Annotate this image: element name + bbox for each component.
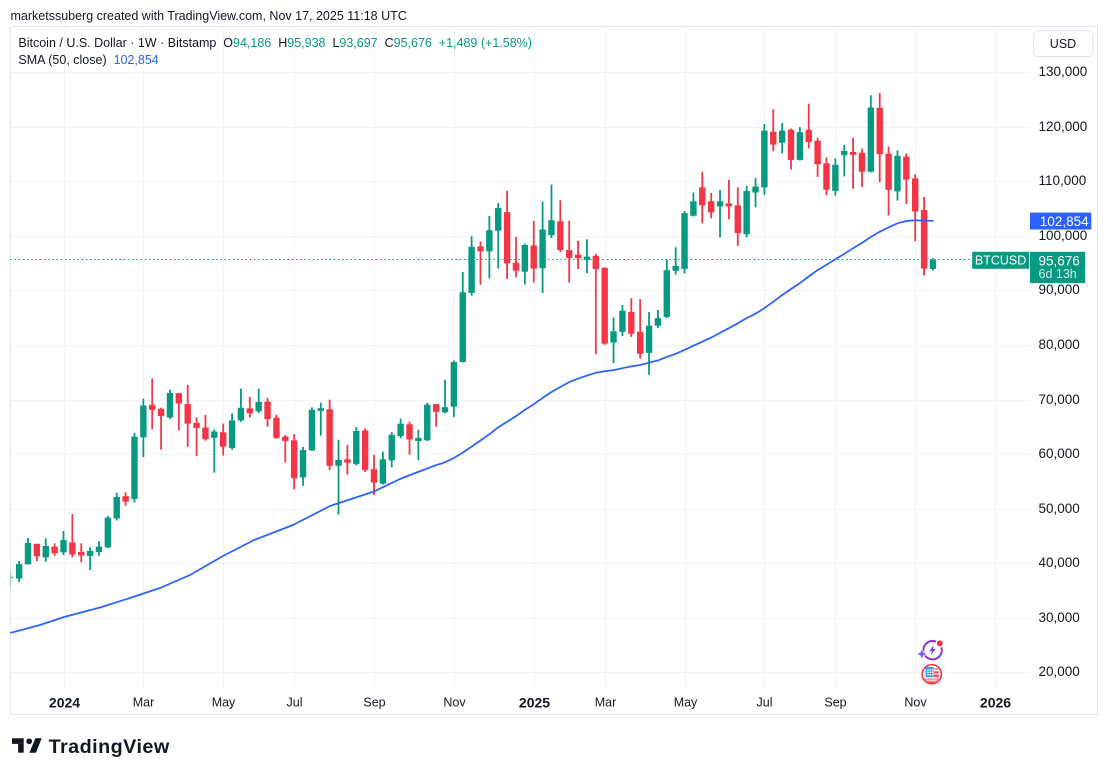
svg-text:Sep: Sep xyxy=(363,696,385,710)
svg-text:120,000: 120,000 xyxy=(1039,119,1088,134)
svg-text:102,854: 102,854 xyxy=(1040,214,1089,229)
svg-text:May: May xyxy=(674,696,698,710)
svg-text:80,000: 80,000 xyxy=(1039,337,1080,352)
svg-text:Nov: Nov xyxy=(904,696,927,710)
svg-text:2025: 2025 xyxy=(519,695,550,711)
svg-text:2026: 2026 xyxy=(980,695,1011,711)
svg-text:BTCUSD: BTCUSD xyxy=(975,254,1026,268)
svg-text:6d 13h: 6d 13h xyxy=(1039,267,1077,281)
svg-text:100,000: 100,000 xyxy=(1039,228,1088,243)
svg-text:70,000: 70,000 xyxy=(1039,392,1080,407)
svg-text:Sep: Sep xyxy=(824,696,846,710)
svg-text:Nov: Nov xyxy=(443,696,466,710)
svg-text:TradingView: TradingView xyxy=(49,736,170,758)
svg-text:20,000: 20,000 xyxy=(1039,664,1080,679)
svg-text:May: May xyxy=(212,696,236,710)
svg-text:Mar: Mar xyxy=(595,696,617,710)
svg-text:Jul: Jul xyxy=(287,696,303,710)
svg-text:30,000: 30,000 xyxy=(1039,610,1080,625)
svg-text:60,000: 60,000 xyxy=(1039,446,1080,461)
svg-text:40,000: 40,000 xyxy=(1039,555,1080,570)
svg-text:50,000: 50,000 xyxy=(1039,501,1080,516)
svg-text:90,000: 90,000 xyxy=(1039,282,1080,297)
svg-text:2024: 2024 xyxy=(49,695,80,711)
svg-text:Mar: Mar xyxy=(133,696,155,710)
svg-text:Jul: Jul xyxy=(757,696,773,710)
svg-text:95,676: 95,676 xyxy=(1039,254,1080,269)
svg-text:130,000: 130,000 xyxy=(1039,64,1088,79)
svg-text:110,000: 110,000 xyxy=(1039,173,1087,188)
svg-text:USD: USD xyxy=(1050,37,1076,51)
